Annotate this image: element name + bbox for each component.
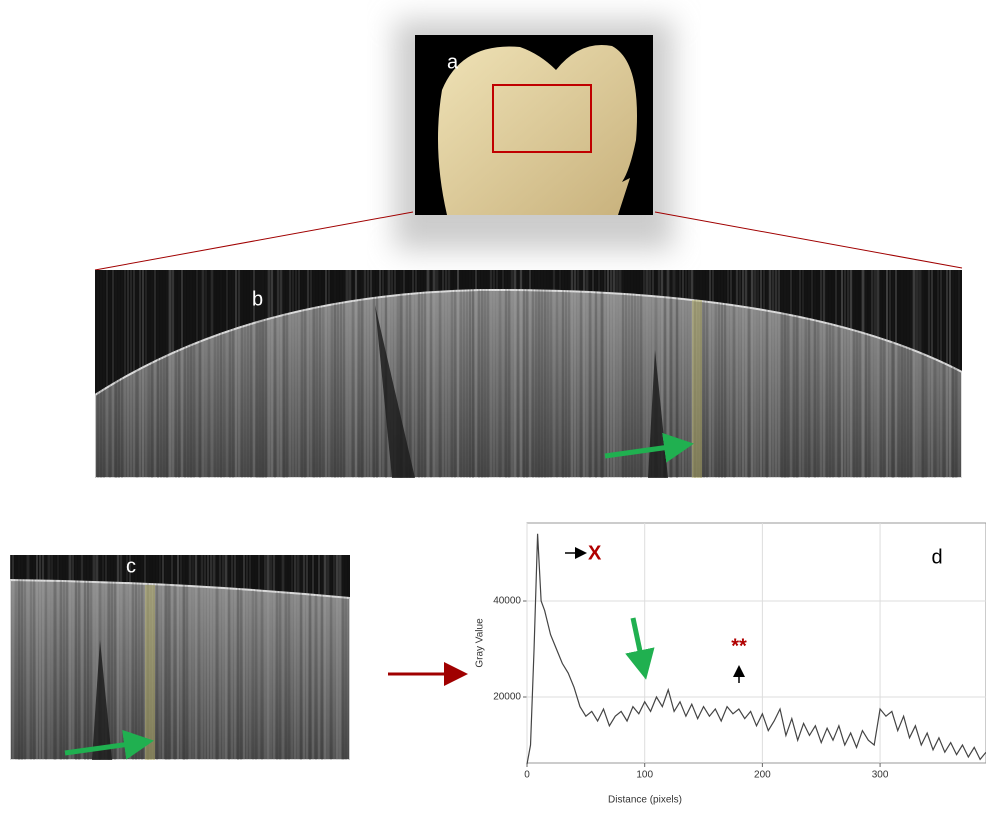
zoom-line xyxy=(95,212,413,270)
annotation: ** xyxy=(731,635,747,657)
oct-image xyxy=(95,270,962,478)
x-tick-label: 100 xyxy=(636,770,653,781)
panel-label: c xyxy=(126,555,136,577)
x-tick-label: 200 xyxy=(754,770,771,781)
y-tick-label: 40000 xyxy=(493,596,521,607)
x-tick-label: 0 xyxy=(524,770,530,781)
panel-label: d xyxy=(931,546,942,568)
figure: a b c 20000 40000 0 100 200 300 X ** d Distan… xyxy=(0,0,986,816)
y-axis-title: Gray Value xyxy=(475,618,486,668)
x-axis-title: Distance (pixels) xyxy=(608,795,682,806)
oct-image xyxy=(10,555,350,760)
zoom-line xyxy=(655,212,962,268)
x-tick-label: 300 xyxy=(872,770,889,781)
y-tick-label: 20000 xyxy=(493,692,521,703)
panel-label: a xyxy=(447,51,459,73)
panel-label: b xyxy=(252,288,263,310)
annotation: X xyxy=(588,542,602,564)
tooth xyxy=(438,45,637,215)
